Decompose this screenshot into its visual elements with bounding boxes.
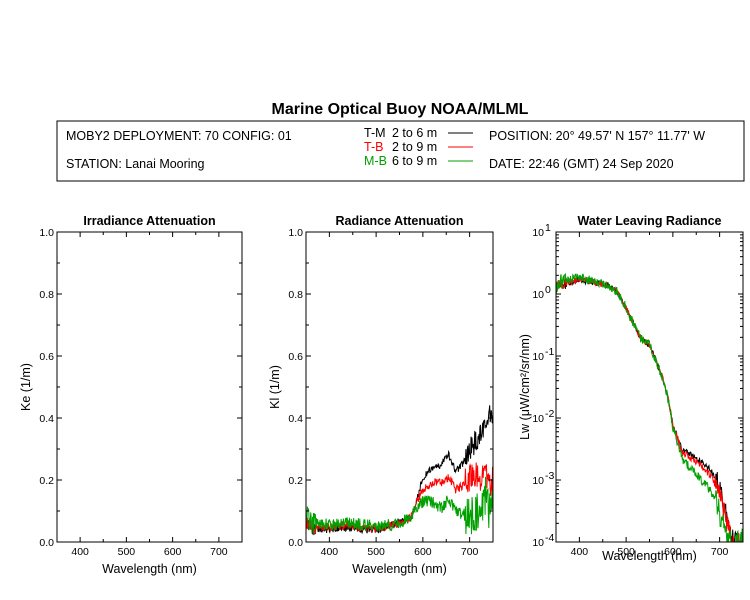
legend: T-M 2 to 6 m T-B 2 to 9 m M-B 6 to 9 m	[364, 126, 473, 168]
x-tick-label: 600	[664, 546, 682, 558]
series-m-b	[556, 272, 743, 542]
deployment-text: MOBY2 DEPLOYMENT: 70 CONFIG: 01	[66, 129, 292, 143]
x-tick-label: 600	[164, 546, 182, 558]
legend-range-t-b: 2 to 9 m	[392, 140, 437, 154]
series-t-m	[556, 275, 743, 542]
x-axis-label: Wavelength (nm)	[102, 562, 197, 576]
x-tick-label: 700	[711, 546, 729, 558]
y-tick-label: 0.2	[39, 475, 54, 487]
x-tick-label: 400	[71, 546, 89, 558]
y-tick-label: 0.6	[288, 351, 303, 363]
y-tick-label: 10	[532, 413, 544, 425]
y-tick-label: 1.0	[288, 227, 303, 239]
x-tick-label: 700	[461, 546, 479, 558]
legend-code-t-b: T-B	[364, 140, 383, 154]
y-tick-exponent: -1	[545, 346, 554, 358]
y-tick-exponent: -2	[545, 408, 554, 420]
info-box	[56, 120, 745, 182]
y-tick-label: 0.0	[288, 537, 303, 549]
plot-frame	[305, 231, 494, 543]
y-tick-label: 10	[532, 351, 544, 363]
series-m-b	[306, 476, 493, 535]
y-tick-exponent: -4	[545, 532, 554, 544]
panel-title: Irradiance Attenuation	[83, 214, 215, 228]
date-text: DATE: 22:46 (GMT) 24 Sep 2020	[489, 157, 674, 171]
y-tick-label: 0.0	[39, 537, 54, 549]
x-tick-label: 400	[321, 546, 339, 558]
x-axis-label: Wavelength (nm)	[352, 562, 447, 576]
x-tick-label: 500	[617, 546, 635, 558]
y-tick-exponent: -3	[545, 470, 554, 482]
x-tick-label: 600	[414, 546, 432, 558]
x-tick-label: 400	[571, 546, 589, 558]
y-tick-label: 10	[532, 475, 544, 487]
x-tick-label: 500	[118, 546, 136, 558]
y-tick-label: 0.8	[39, 289, 54, 301]
y-tick-label: 0.2	[288, 475, 303, 487]
series-t-b	[556, 276, 743, 542]
y-tick-label: 0.8	[288, 289, 303, 301]
panel-1: Irradiance Attenuation 400 500 600 700 0.0 0.2…	[19, 214, 243, 576]
legend-range-m-b: 6 to 9 m	[392, 154, 437, 168]
x-axis-label: Wavelength (nm)	[602, 549, 697, 563]
y-axis-label: Ke (1/m)	[19, 363, 33, 411]
y-axis-label: Lw (μW/cm²/sr/nm)	[518, 334, 532, 440]
chart-panels: Irradiance Attenuation 400 500 600 700 0.0 0.2…	[19, 214, 744, 576]
station-text: STATION: Lanai Mooring	[66, 157, 205, 171]
y-axis-label: Kl (1/m)	[268, 365, 282, 409]
y-tick-exponent: 1	[545, 222, 551, 234]
y-tick-label: 0.4	[288, 413, 303, 425]
y-tick-label: 10	[532, 537, 544, 549]
x-tick-label: 500	[367, 546, 385, 558]
legend-range-t-m: 2 to 6 m	[392, 126, 437, 140]
panel-2: Radiance Attenuation 400 500 600 700 0.0 0.2 0.…	[268, 214, 494, 576]
y-tick-label: 0.6	[39, 351, 54, 363]
y-tick-label: 10	[532, 227, 544, 239]
legend-code-t-m: T-M	[364, 126, 386, 140]
y-tick-exponent: 0	[545, 284, 551, 296]
plot-frame	[56, 231, 243, 543]
legend-code-m-b: M-B	[364, 154, 387, 168]
position-text: POSITION: 20° 49.57' N 157° 11.77' W	[489, 129, 705, 143]
y-tick-label: 1.0	[39, 227, 54, 239]
figure-title: Marine Optical Buoy NOAA/MLML	[272, 101, 529, 118]
panel-title: Water Leaving Radiance	[577, 214, 721, 228]
y-tick-label: 0.4	[39, 413, 54, 425]
y-tick-label: 10	[532, 289, 544, 301]
panel-title: Radiance Attenuation	[335, 214, 463, 228]
x-tick-label: 700	[210, 546, 228, 558]
